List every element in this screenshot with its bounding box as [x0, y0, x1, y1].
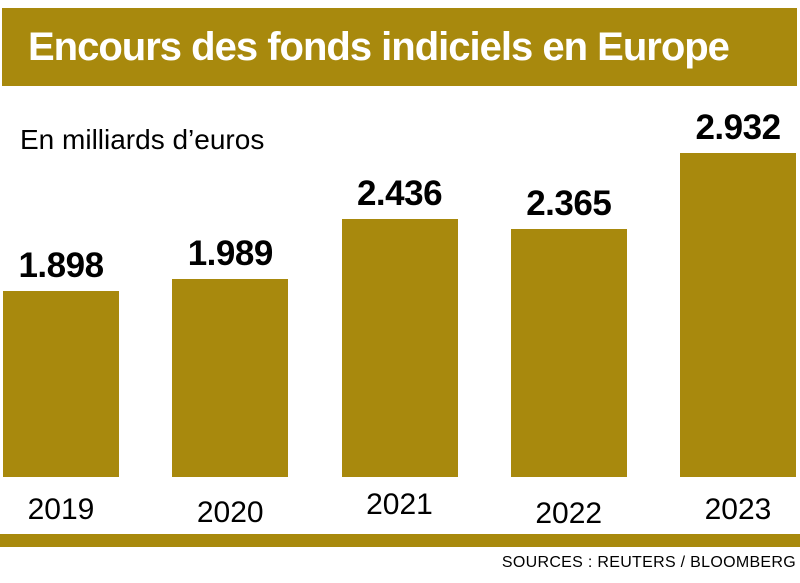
bar-group-2023: 2.932	[680, 110, 796, 477]
chart-title: Encours des fonds indiciels en Europe	[28, 25, 730, 69]
bottom-accent-stripe	[0, 534, 800, 547]
bar-chart: 1.898 1.989 2.436 2.365 2.932	[3, 100, 796, 477]
x-axis-label-2021: 2021	[366, 488, 433, 521]
x-axis-label-2023: 2023	[704, 493, 772, 526]
bar-2022	[510, 229, 627, 477]
bar-value-label: 2.436	[356, 174, 443, 213]
bar-2023	[680, 153, 796, 477]
x-axis-label-2019: 2019	[27, 493, 95, 526]
bar-2020	[172, 279, 289, 477]
chart-title-bar: Encours des fonds indiciels en Europe	[2, 8, 797, 86]
source-credit: SOURCES : REUTERS / BLOOMBERG	[501, 554, 796, 571]
bar-value-label: 2.932	[695, 108, 781, 147]
bar-value-label: 1.898	[18, 246, 104, 285]
x-axis-labels: 2019 2020 2021 2022 2023	[3, 488, 796, 529]
bar-value-label: 2.365	[526, 184, 612, 223]
x-axis-label-2020: 2020	[196, 496, 264, 529]
bar-group-2022: 2.365	[510, 184, 627, 477]
bar-group-2021: 2.436	[341, 174, 458, 477]
bar-value-label: 1.989	[187, 234, 274, 273]
bar-group-2020: 1.989	[172, 234, 289, 477]
bar-group-2019: 1.898	[3, 248, 119, 477]
chart-subtitle: En milliards d’euros	[20, 124, 265, 155]
bar-2021	[341, 219, 458, 477]
bar-2019	[3, 291, 119, 477]
x-axis-label-2022: 2022	[535, 497, 603, 530]
